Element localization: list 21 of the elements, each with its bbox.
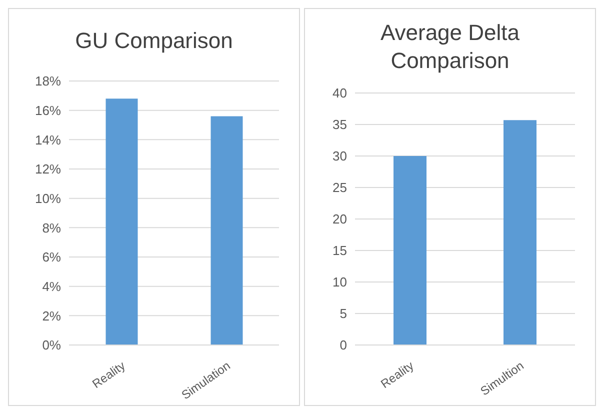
y-tick-label: 8% [42, 220, 62, 236]
y-tick-label: 4% [42, 278, 62, 294]
y-tick-label: 15 [332, 243, 347, 258]
chart-title: GU Comparison [74, 27, 234, 55]
y-tick-label: 0 [340, 338, 347, 353]
y-tick-label: 20 [332, 212, 347, 227]
chart-title: Average Delta Comparison [379, 19, 520, 75]
y-tick-label: 0% [42, 338, 62, 353]
y-tick-label: 10 [332, 274, 347, 290]
y-tick-label: 25 [332, 180, 347, 196]
y-tick-label: 30 [332, 148, 347, 164]
y-tick-label: 6% [42, 250, 62, 265]
y-tick-label: 35 [332, 117, 347, 132]
y-tick-label: 5 [340, 306, 347, 322]
y-tick-label: 18% [34, 74, 62, 89]
y-tick-label: 12% [34, 162, 62, 177]
y-tick-label: 14% [34, 132, 62, 148]
y-tick-label: 10% [34, 190, 62, 206]
y-tick-label: 2% [42, 308, 62, 324]
y-tick-label: 40 [332, 86, 347, 101]
y-tick-label: 16% [34, 102, 62, 118]
